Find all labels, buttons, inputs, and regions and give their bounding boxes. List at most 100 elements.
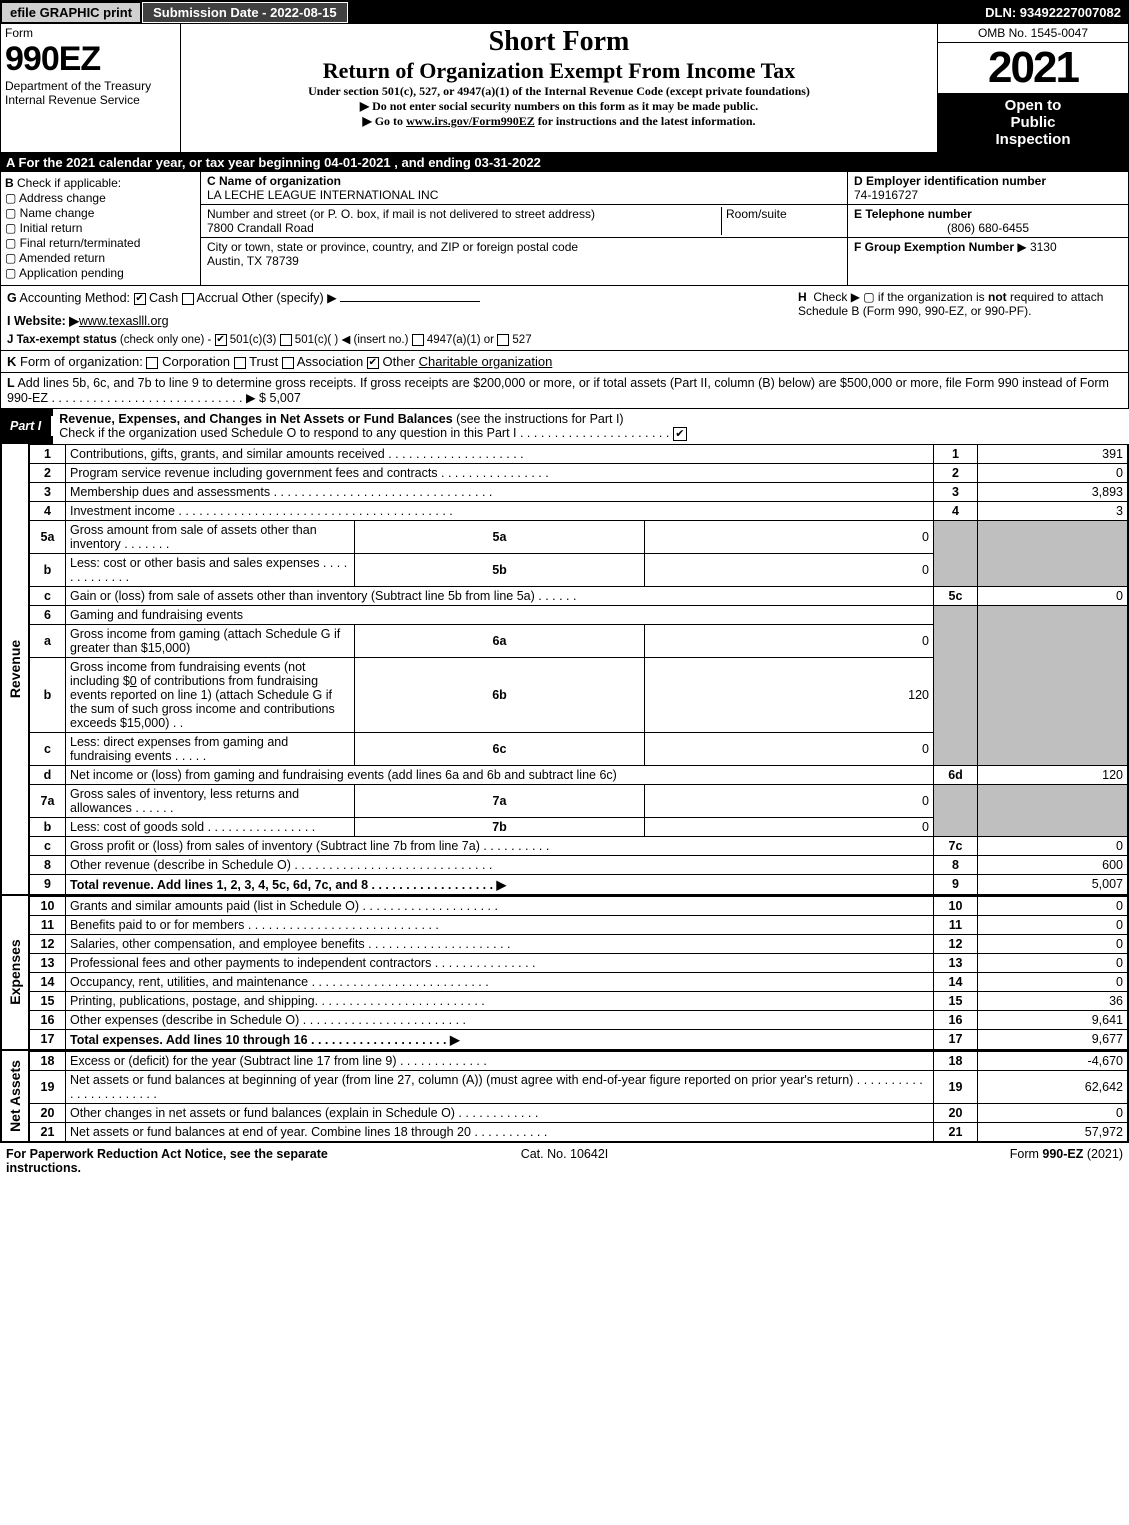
website-link[interactable]: www.texaslll.org <box>79 314 169 328</box>
submission-date: Submission Date - 2022-08-15 <box>142 2 348 23</box>
chk-name-change[interactable]: Name change <box>5 206 196 220</box>
line-6c-value: 0 <box>644 732 933 765</box>
chk-cash[interactable] <box>134 293 146 305</box>
efile-print-button[interactable]: efile GRAPHIC print <box>1 2 141 23</box>
part-i-title: Revenue, Expenses, and Changes in Net As… <box>53 409 1129 444</box>
column-b: B Check if applicable: Address change Na… <box>1 172 201 285</box>
row-a-tax-year: A For the 2021 calendar year, or tax yea… <box>0 153 1129 172</box>
line-4-value: 3 <box>978 501 1128 520</box>
line-14-value: 0 <box>978 972 1128 991</box>
expenses-table: 10Grants and similar amounts paid (list … <box>29 896 1128 1050</box>
org-city: Austin, TX 78739 <box>207 254 299 268</box>
chk-amended-return[interactable]: Amended return <box>5 251 196 265</box>
other-org-value: Charitable organization <box>419 354 553 369</box>
line-16-value: 9,641 <box>978 1010 1128 1029</box>
line-5c-value: 0 <box>978 586 1128 605</box>
telephone: (806) 680-6455 <box>854 221 1122 235</box>
line-3-value: 3,893 <box>978 482 1128 501</box>
line-13-value: 0 <box>978 953 1128 972</box>
chk-corporation[interactable] <box>146 357 158 369</box>
bullet1: ▶ Do not enter social security numbers o… <box>185 99 933 114</box>
line-18-value: -4,670 <box>978 1051 1128 1070</box>
expenses-section: Expenses 10Grants and similar amounts pa… <box>0 896 1129 1051</box>
irs-link[interactable]: www.irs.gov/Form990EZ <box>406 114 535 128</box>
chk-application-pending[interactable]: Application pending <box>5 266 196 280</box>
chk-schedule-o[interactable]: ✔ <box>673 427 687 441</box>
line-10-value: 0 <box>978 896 1128 915</box>
line-7b-value: 0 <box>644 817 933 836</box>
part-i-tab: Part I <box>0 416 53 436</box>
form-header: Form 990EZ Department of the Treasury In… <box>0 24 1129 153</box>
main-title: Return of Organization Exempt From Incom… <box>185 58 933 84</box>
room-suite: Room/suite <box>721 207 841 235</box>
form-word: Form <box>5 26 176 40</box>
chk-501c[interactable] <box>280 334 292 346</box>
open-to-public-inspection: Open to Public Inspection <box>938 93 1128 152</box>
line-5a-value: 0 <box>644 520 933 553</box>
line-7a-value: 0 <box>644 784 933 817</box>
revenue-section: Revenue 1Contributions, gifts, grants, a… <box>0 444 1129 896</box>
expenses-vlabel: Expenses <box>1 896 29 1050</box>
section-g-h-i-j: H Check ▶ ▢ if the organization is not r… <box>0 286 1129 351</box>
org-name: LA LECHE LEAGUE INTERNATIONAL INC <box>207 188 438 202</box>
cat-no: Cat. No. 10642I <box>378 1147 750 1175</box>
chk-final-return[interactable]: Final return/terminated <box>5 236 196 250</box>
column-d-e-f: D Employer identification number 74-1916… <box>848 172 1128 285</box>
form-number: 990EZ <box>5 40 176 79</box>
bullet2: ▶ Go to www.irs.gov/Form990EZ for instru… <box>185 114 933 129</box>
line-20-value: 0 <box>978 1103 1128 1122</box>
subtitle: Under section 501(c), 527, or 4947(a)(1)… <box>185 84 933 99</box>
title-cell: Short Form Return of Organization Exempt… <box>181 24 938 152</box>
short-form-title: Short Form <box>185 26 933 58</box>
net-assets-vlabel: Net Assets <box>1 1051 29 1142</box>
group-exemption: 3130 <box>1030 240 1057 254</box>
line-6d-value: 120 <box>978 765 1128 784</box>
chk-trust[interactable] <box>234 357 246 369</box>
line-7c-value: 0 <box>978 836 1128 855</box>
chk-527[interactable] <box>497 334 509 346</box>
chk-initial-return[interactable]: Initial return <box>5 221 196 235</box>
chk-association[interactable] <box>282 357 294 369</box>
chk-address-change[interactable]: Address change <box>5 191 196 205</box>
line-15-value: 36 <box>978 991 1128 1010</box>
page-footer: For Paperwork Reduction Act Notice, see … <box>0 1143 1129 1179</box>
line-1-value: 391 <box>978 444 1128 463</box>
tax-year: 2021 <box>938 43 1128 93</box>
line-17-value: 9,677 <box>978 1029 1128 1049</box>
net-assets-table: 18Excess or (deficit) for the year (Subt… <box>29 1051 1128 1142</box>
right-header-cell: OMB No. 1545-0047 2021 Open to Public In… <box>938 24 1128 152</box>
block-b-c-d-e-f: B Check if applicable: Address change Na… <box>0 172 1129 286</box>
line-2-value: 0 <box>978 463 1128 482</box>
line-6a-value: 0 <box>644 624 933 657</box>
topbar: efile GRAPHIC print Submission Date - 20… <box>0 0 1129 24</box>
part-i-header: Part I Revenue, Expenses, and Changes in… <box>0 409 1129 444</box>
net-assets-section: Net Assets 18Excess or (deficit) for the… <box>0 1051 1129 1143</box>
line-21-value: 57,972 <box>978 1122 1128 1141</box>
line-6b-value: 120 <box>644 657 933 732</box>
row-l: L Add lines 5b, 6c, and 7b to line 9 to … <box>0 373 1129 409</box>
line-9-value: 5,007 <box>978 874 1128 894</box>
dept-treasury: Department of the Treasury <box>5 79 176 93</box>
form-number-cell: Form 990EZ Department of the Treasury In… <box>1 24 181 152</box>
form-ref: Form 990-EZ (2021) <box>751 1147 1123 1175</box>
chk-other-org[interactable] <box>367 357 379 369</box>
gross-receipts: 5,007 <box>270 391 301 405</box>
row-h: H Check ▶ ▢ if the organization is not r… <box>798 290 1118 318</box>
ein: 74-1916727 <box>854 188 918 202</box>
line-12-value: 0 <box>978 934 1128 953</box>
chk-accrual[interactable] <box>182 293 194 305</box>
row-k: K Form of organization: Corporation Trus… <box>0 351 1129 373</box>
line-11-value: 0 <box>978 915 1128 934</box>
revenue-table: 1Contributions, gifts, grants, and simil… <box>29 444 1128 895</box>
dept-irs: Internal Revenue Service <box>5 93 176 107</box>
org-street: 7800 Crandall Road <box>207 221 314 235</box>
omb-number: OMB No. 1545-0047 <box>938 24 1128 43</box>
column-c: C Name of organization LA LECHE LEAGUE I… <box>201 172 848 285</box>
line-5b-value: 0 <box>644 553 933 586</box>
chk-501c3[interactable] <box>215 334 227 346</box>
line-19-value: 62,642 <box>978 1070 1128 1103</box>
chk-4947a1[interactable] <box>412 334 424 346</box>
revenue-vlabel: Revenue <box>1 444 29 895</box>
dln-label: DLN: 93492227007082 <box>985 5 1129 20</box>
line-8-value: 600 <box>978 855 1128 874</box>
